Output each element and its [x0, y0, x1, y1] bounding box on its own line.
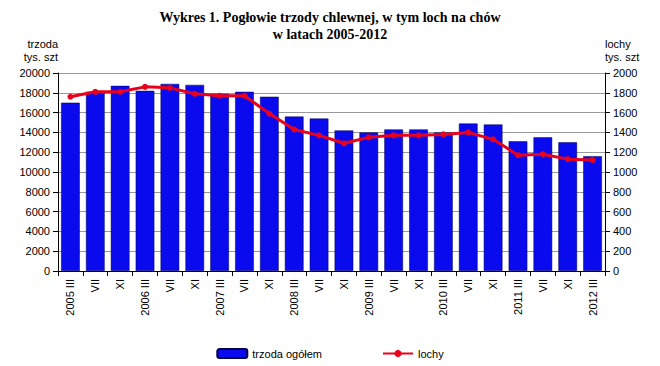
svg-text:800: 800 [613, 186, 631, 198]
svg-text:XI: XI [263, 279, 275, 289]
svg-text:XI: XI [114, 279, 126, 289]
svg-text:XI: XI [487, 279, 499, 289]
svg-text:XI: XI [562, 279, 574, 289]
svg-text:tys. szt: tys. szt [24, 51, 58, 63]
svg-text:XI: XI [413, 279, 425, 289]
svg-text:XI: XI [189, 279, 201, 289]
svg-text:VII: VII [462, 279, 474, 292]
svg-text:14000: 14000 [19, 126, 50, 138]
svg-text:12000: 12000 [19, 146, 50, 158]
svg-text:200: 200 [613, 245, 631, 257]
svg-text:1000: 1000 [613, 166, 637, 178]
svg-text:2000: 2000 [26, 245, 50, 257]
svg-text:2008 III: 2008 III [288, 279, 300, 316]
svg-text:2006 III: 2006 III [139, 279, 151, 316]
svg-text:w latach 2005-2012: w latach 2005-2012 [273, 27, 387, 42]
svg-text:2011 III: 2011 III [512, 279, 524, 315]
svg-text:Wykres 1. Pogłowie trzody chle: Wykres 1. Pogłowie trzody chlewnej, w ty… [159, 10, 501, 25]
svg-text:600: 600 [613, 206, 631, 218]
svg-text:0: 0 [613, 265, 619, 277]
svg-text:tys. szt: tys. szt [605, 51, 639, 63]
svg-text:VII: VII [164, 279, 176, 292]
svg-text:1800: 1800 [613, 87, 637, 99]
svg-text:lochy: lochy [418, 348, 444, 360]
svg-text:20000: 20000 [19, 67, 50, 79]
svg-text:6000: 6000 [26, 206, 50, 218]
svg-text:trzoda: trzoda [27, 38, 58, 50]
svg-text:XI: XI [338, 279, 350, 289]
svg-text:trzoda ogółem: trzoda ogółem [252, 348, 322, 360]
svg-text:VII: VII [238, 279, 250, 292]
svg-text:VII: VII [537, 279, 549, 292]
svg-text:4000: 4000 [26, 225, 50, 237]
svg-text:VII: VII [89, 279, 101, 292]
svg-text:18000: 18000 [19, 87, 50, 99]
svg-text:VII: VII [313, 279, 325, 292]
svg-text:2010 III: 2010 III [437, 279, 449, 316]
svg-text:lochy: lochy [605, 38, 631, 50]
svg-text:2007 III: 2007 III [214, 279, 226, 316]
svg-text:2000: 2000 [613, 67, 637, 79]
svg-text:VII: VII [388, 279, 400, 292]
svg-text:16000: 16000 [19, 107, 50, 119]
svg-text:1600: 1600 [613, 107, 637, 119]
svg-text:2012 III: 2012 III [587, 279, 599, 316]
svg-text:400: 400 [613, 225, 631, 237]
svg-text:2005 III: 2005 III [64, 279, 76, 316]
svg-text:1200: 1200 [613, 146, 637, 158]
svg-text:0: 0 [44, 265, 50, 277]
svg-text:2009 III: 2009 III [363, 279, 375, 316]
svg-text:1400: 1400 [613, 126, 637, 138]
svg-text:10000: 10000 [19, 166, 50, 178]
svg-text:8000: 8000 [26, 186, 50, 198]
